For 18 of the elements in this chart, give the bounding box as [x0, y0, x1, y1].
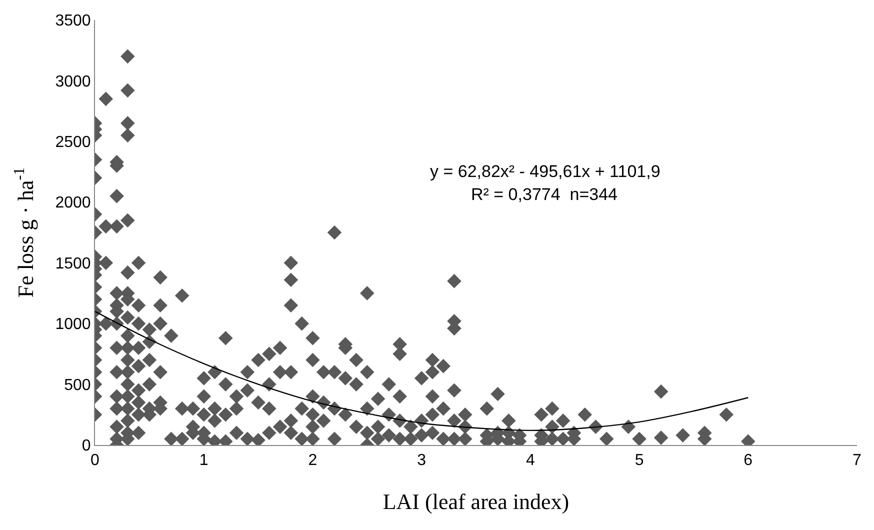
x-axis-title: LAI (leaf area index): [382, 489, 570, 514]
y-tick-label: 1500: [55, 255, 91, 272]
annotation: R² = 0,3774 n=344: [471, 185, 618, 204]
y-tick-label: 2500: [55, 134, 91, 152]
x-tick-label: 1: [199, 452, 208, 470]
x-tick-label: 6: [744, 452, 753, 470]
y-tick-label: 500: [64, 376, 91, 394]
x-tick-label: 2: [308, 452, 318, 470]
annotation: y = 62,82x² - 495,61x + 1101,9: [430, 162, 660, 181]
x-tick-label: 7: [852, 452, 862, 470]
y-tick-label: 2000: [55, 194, 91, 212]
y-tick-label: 3500: [55, 12, 91, 30]
y-tick-label: 3000: [55, 73, 91, 90]
x-tick-label: 4: [526, 452, 535, 470]
x-tick-label: 3: [417, 452, 426, 470]
x-tick-label: 5: [634, 452, 644, 470]
y-tick-label: 1000: [55, 316, 91, 334]
y-tick-label: 0: [82, 438, 91, 455]
